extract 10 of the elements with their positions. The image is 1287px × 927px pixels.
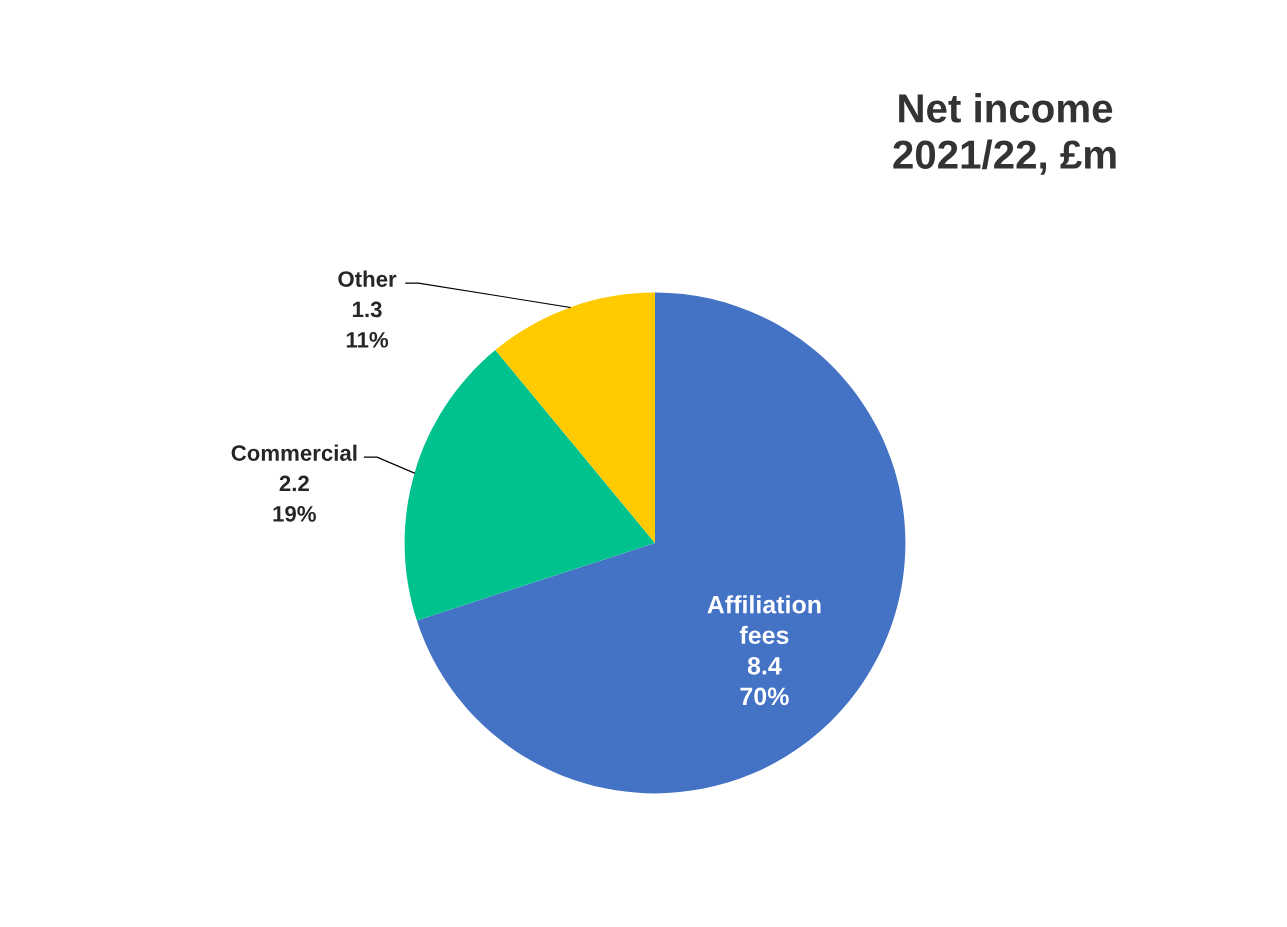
pie-slice (495, 292, 655, 543)
pie-slice (416, 292, 906, 794)
slice-label: Affiliation fees (707, 595, 821, 645)
data-label: 2.2 19% (273, 475, 316, 522)
data-label: 1.3 11% (346, 301, 389, 348)
data-label: 8.4 70% (740, 656, 789, 706)
slice-label: Other (338, 270, 397, 287)
text: Net income 2021/22, £m (893, 93, 1116, 175)
pie-slice (404, 350, 655, 621)
slice-label: Commercial (231, 444, 357, 461)
